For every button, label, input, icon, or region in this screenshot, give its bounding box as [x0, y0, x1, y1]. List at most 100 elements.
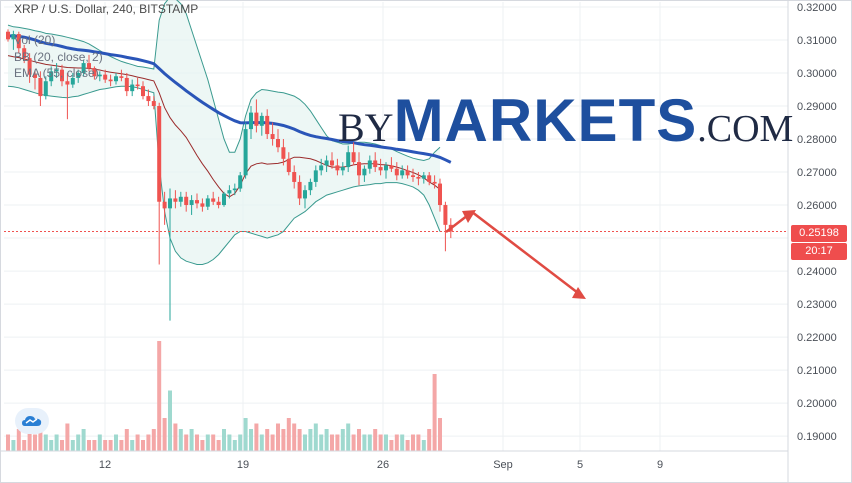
x-tick-label: 9	[657, 459, 663, 471]
volume-bar	[173, 423, 178, 451]
y-tick-label: 0.26000	[797, 200, 837, 212]
volume-bar	[43, 434, 48, 451]
candle-body	[346, 152, 351, 168]
candle-body	[238, 175, 243, 189]
volume-bar	[70, 440, 75, 451]
x-tick-label: 26	[377, 459, 389, 471]
volume-bar	[357, 429, 361, 451]
volume-bar	[292, 423, 297, 451]
candle-body	[292, 172, 297, 182]
volume-bar	[76, 434, 81, 451]
volume-bar	[16, 429, 21, 451]
volume-bar	[97, 434, 102, 451]
volume-bar	[340, 429, 345, 451]
volume-bar	[65, 423, 70, 451]
candle-body	[195, 200, 199, 204]
symbol-legend[interactable]: XRP / U.S. Dollar, 240, BITSTAMP	[14, 2, 199, 16]
candle-body	[200, 203, 205, 207]
candle-body	[286, 158, 291, 173]
last-price-tag: 0.25198	[791, 225, 847, 242]
volume-bar	[438, 418, 442, 451]
volume-bar	[151, 429, 156, 451]
candle-body	[157, 105, 162, 202]
candle-body	[173, 198, 178, 202]
candle-body	[232, 188, 237, 191]
volume-bar	[33, 434, 37, 451]
candle-body	[162, 201, 167, 209]
volume-bar	[389, 440, 394, 451]
candle-body	[351, 152, 356, 163]
candle-body	[16, 34, 21, 49]
volume-bar	[238, 434, 243, 451]
logo-com: .COM	[697, 108, 794, 150]
volume-bar	[249, 429, 253, 451]
y-tick-label: 0.32000	[797, 2, 837, 14]
candle-body	[357, 162, 361, 176]
volume-bar	[124, 429, 129, 451]
candle-body	[297, 181, 302, 199]
candle-body	[270, 134, 275, 140]
candle-body	[319, 165, 324, 171]
candle-body	[405, 170, 410, 176]
candle-body	[394, 168, 399, 176]
bollinger-fill	[8, 0, 440, 265]
candle-body	[87, 63, 91, 69]
volume-bar	[259, 434, 264, 451]
volume-bar	[319, 434, 324, 451]
bollinger-legend[interactable]: BB (20, close, 2)	[14, 50, 103, 64]
candle-body	[411, 175, 415, 177]
arrowhead-up	[462, 210, 476, 223]
candle-body	[114, 76, 118, 82]
volume-bar	[243, 418, 248, 451]
forecast-path	[445, 210, 583, 297]
volume-bar	[81, 429, 86, 451]
candle-body	[216, 201, 221, 206]
volume-legend[interactable]: Vol (20)	[14, 33, 56, 47]
candle-body	[222, 193, 226, 206]
candle-body	[97, 74, 102, 77]
candle-body	[54, 69, 59, 72]
volume-bar	[60, 440, 64, 451]
volume-bar	[286, 418, 291, 451]
candle-body	[65, 81, 70, 85]
volume-bar	[367, 434, 372, 451]
volume-bar	[281, 429, 286, 451]
volume-bar	[373, 429, 378, 451]
logo-by: BY	[338, 105, 394, 150]
y-tick-label: 0.31000	[797, 35, 837, 47]
volume-bar	[270, 434, 275, 451]
volume-bar	[205, 434, 210, 451]
candle-body	[135, 84, 140, 87]
x-tick-label: 12	[99, 459, 111, 471]
candle-body	[335, 165, 340, 171]
candle-body	[438, 183, 442, 206]
volume-bar	[411, 434, 415, 451]
volume-bar	[200, 440, 205, 451]
candle-body	[124, 77, 129, 92]
volume-bar	[162, 418, 167, 451]
ema-legend[interactable]: EMA (55, close)	[14, 66, 99, 80]
candle-body	[103, 74, 108, 80]
candle-body	[189, 200, 194, 206]
candle-body	[151, 101, 156, 106]
candle-body	[141, 86, 145, 97]
y-tick-label: 0.24000	[797, 266, 837, 278]
volume-bar	[394, 434, 399, 451]
candle-body	[27, 58, 32, 75]
candle-body	[33, 74, 37, 78]
volume-bar	[313, 423, 318, 451]
bollinger-lower	[7, 85, 441, 265]
volume-bar	[400, 434, 405, 451]
y-tick-label: 0.28000	[797, 134, 837, 146]
volume-bar	[303, 434, 307, 451]
candle-body	[178, 196, 183, 202]
volume-bar	[346, 423, 351, 451]
volume-bar	[103, 440, 108, 451]
volume-bar	[11, 440, 16, 451]
volume-bar	[297, 429, 302, 451]
tradingview-logo-icon[interactable]	[15, 408, 49, 434]
candle-body	[6, 31, 10, 40]
y-tick-label: 0.29000	[797, 101, 837, 113]
volume-bar	[195, 434, 199, 451]
